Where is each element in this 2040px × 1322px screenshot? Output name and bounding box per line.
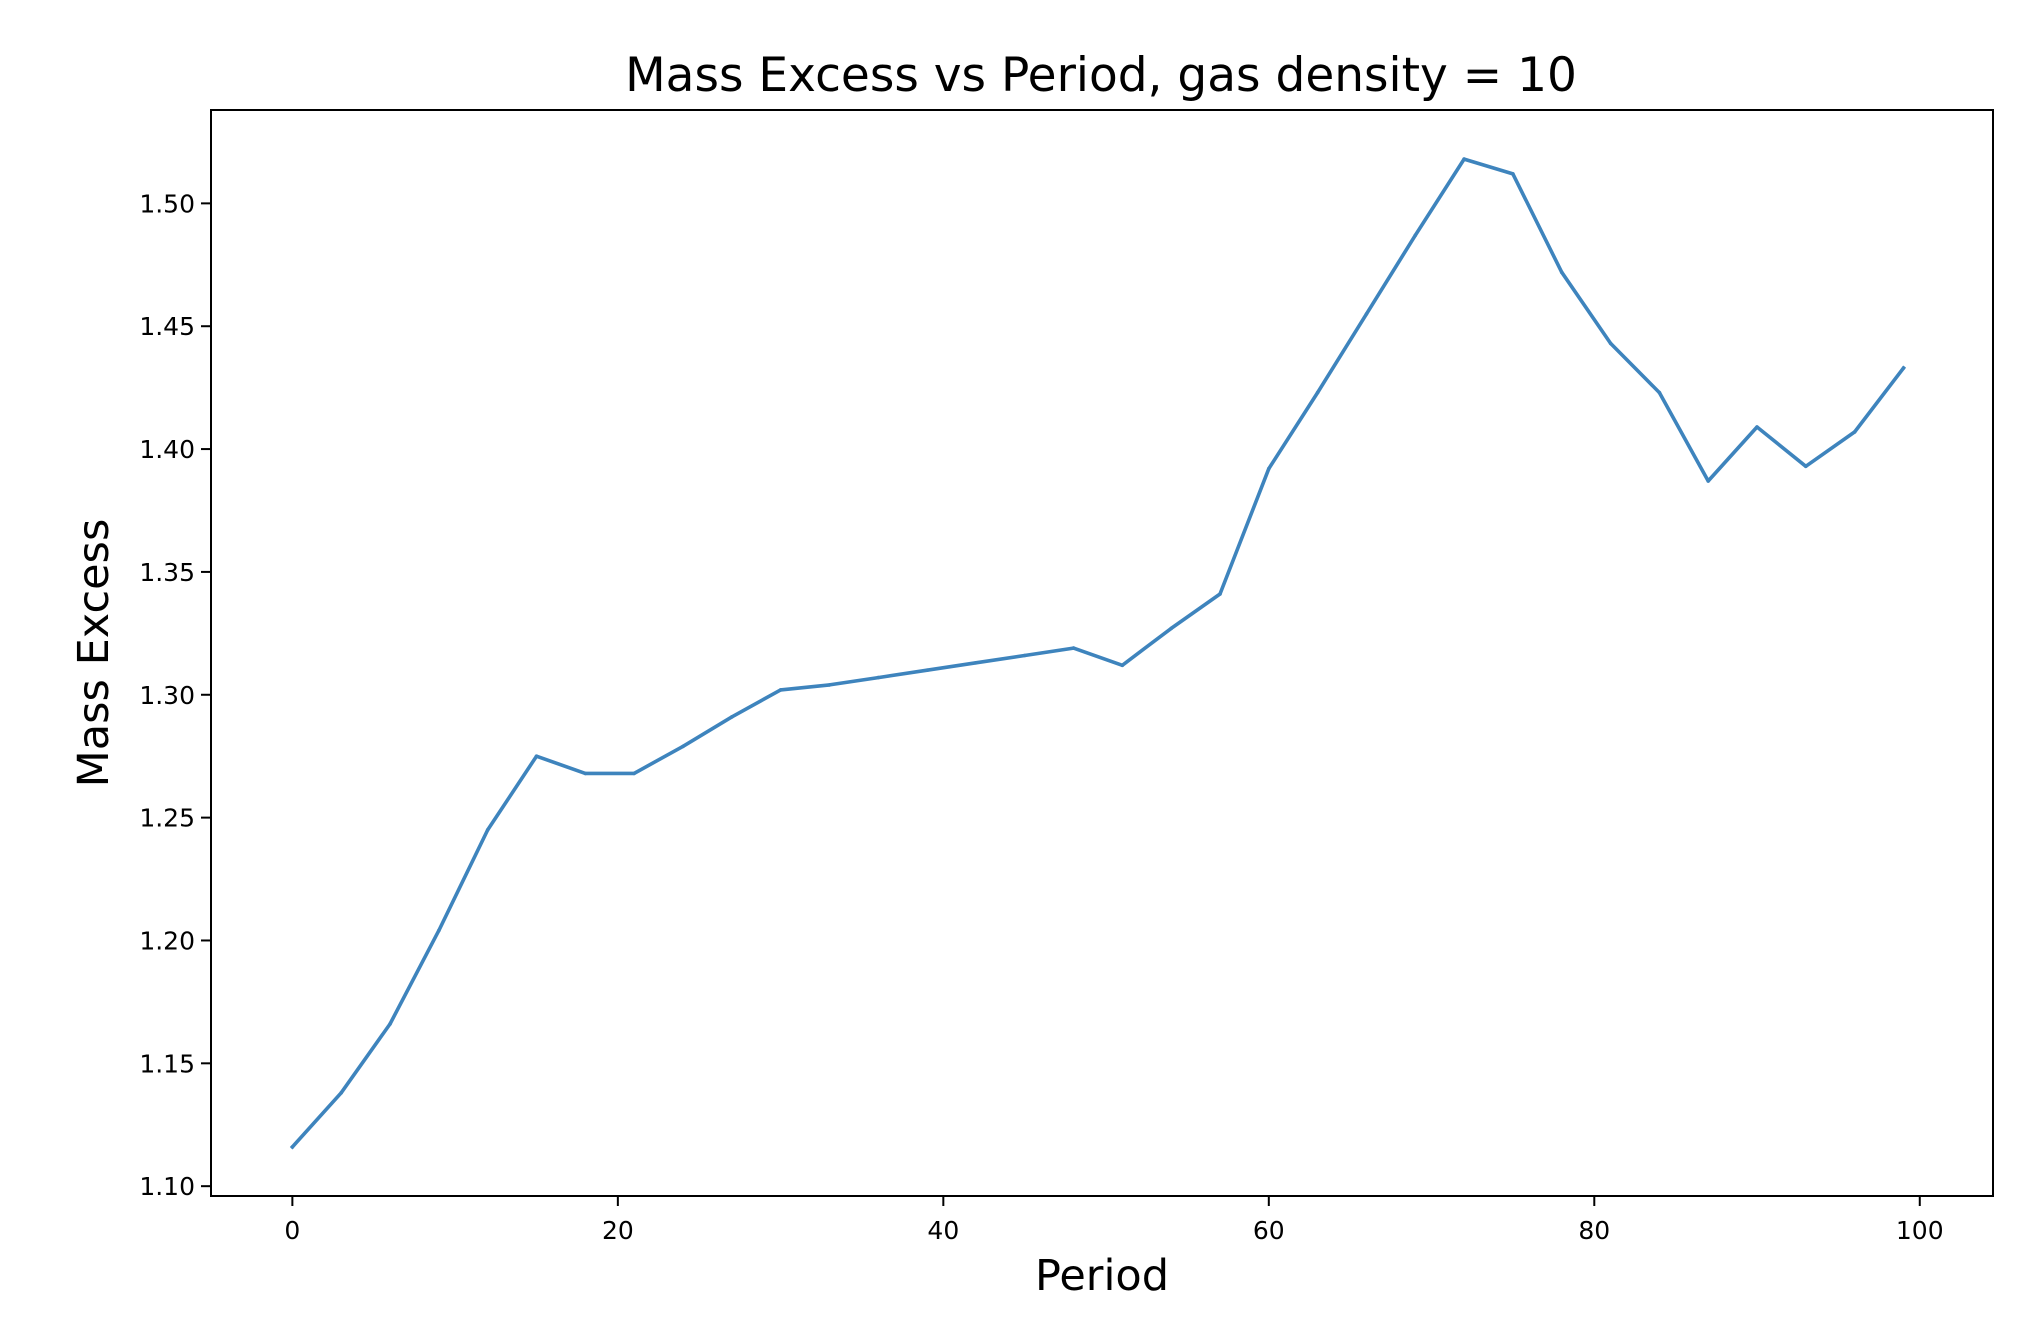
data-point <box>1364 312 1369 316</box>
y-tick-label: 1.30 <box>139 681 195 710</box>
series-group <box>289 157 1907 1150</box>
data-point <box>534 754 539 758</box>
y-tick-label: 1.45 <box>139 312 195 341</box>
series-line <box>289 157 1907 1150</box>
data-point <box>778 688 783 692</box>
y-tick-label: 1.25 <box>139 804 195 833</box>
data-point <box>290 1145 295 1149</box>
plot-frame <box>210 109 1994 1197</box>
x-tick-label: 100 <box>1896 1216 1944 1245</box>
data-point <box>681 744 685 749</box>
data-point <box>974 661 978 665</box>
x-axis-label: Period <box>1035 1251 1169 1301</box>
x-tick-label: 80 <box>1578 1216 1610 1245</box>
data-point <box>730 715 734 719</box>
data-point <box>1218 592 1222 596</box>
data-point <box>1755 425 1759 429</box>
data-point <box>1559 270 1564 275</box>
data-point <box>1901 366 1906 370</box>
data-point <box>1852 430 1857 434</box>
data-point <box>876 675 880 680</box>
x-tick-label: 60 <box>1253 1216 1285 1245</box>
data-point <box>388 1022 392 1026</box>
data-point <box>925 668 929 672</box>
data-point <box>583 771 588 776</box>
data-point <box>1511 172 1515 176</box>
data-point <box>1804 464 1808 469</box>
y-axis-label: Mass Excess <box>69 519 119 788</box>
x-tick-label: 40 <box>927 1216 959 1245</box>
data-point <box>1706 479 1710 483</box>
data-point <box>1413 233 1418 238</box>
y-tick-label: 1.40 <box>139 435 195 464</box>
y-axis: 1.10 1.15 1.20 1.25 1.30 1.35 1.40 1.45 1.50 <box>139 189 211 1201</box>
data-point <box>1022 653 1027 658</box>
chart-title: Mass Excess vs Period, gas density = 10 <box>625 48 1577 103</box>
data-point <box>339 1091 344 1095</box>
x-axis: 0 20 40 60 80 100 <box>284 1196 1944 1245</box>
data-point <box>485 828 490 832</box>
x-tick-label: 0 <box>284 1216 300 1245</box>
x-tick-label: 20 <box>602 1216 634 1245</box>
data-point <box>1462 157 1466 161</box>
data-point <box>1169 626 1173 631</box>
y-tick-label: 1.15 <box>139 1049 195 1078</box>
data-point <box>437 928 441 933</box>
data-point <box>1071 646 1076 650</box>
y-tick-label: 1.10 <box>139 1172 195 1201</box>
y-tick-label: 1.50 <box>139 189 195 218</box>
data-point <box>1657 390 1662 395</box>
data-point <box>1608 341 1613 346</box>
y-tick-label: 1.20 <box>139 926 195 955</box>
y-tick-label: 1.35 <box>139 558 195 587</box>
data-point <box>827 683 832 687</box>
data-point <box>632 771 636 776</box>
data-point <box>1120 663 1125 668</box>
data-point <box>1315 390 1320 395</box>
data-point <box>1267 466 1271 471</box>
